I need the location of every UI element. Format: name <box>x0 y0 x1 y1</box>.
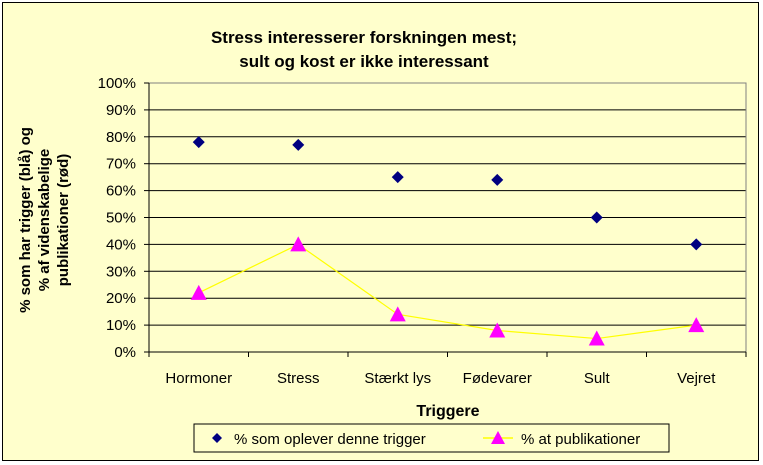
legend-marker-triangle <box>491 431 505 444</box>
y-tick-label: 20% <box>106 290 136 307</box>
y-axis-title: % som har trigger (blå) og % af videnska… <box>17 127 72 313</box>
chart: Stress interesserer forskningen mest; su… <box>17 28 747 453</box>
chart-subtitle: sult og kost er ikke interessant <box>239 52 489 71</box>
data-point-triangle <box>489 322 506 338</box>
legend-marker-diamond <box>212 433 222 443</box>
x-tick-label: Stærkt lys <box>364 370 431 387</box>
y-tick-label: 90% <box>106 102 136 119</box>
data-point-diamond <box>590 211 603 224</box>
data-point-triangle <box>190 284 207 300</box>
y-axis-title-line-2: % af videnskabelige <box>36 149 53 292</box>
y-axis-title-line-3: publikationer (rød) <box>55 154 72 287</box>
data-point-triangle <box>688 317 705 333</box>
y-tick-label: 60% <box>106 183 136 200</box>
y-tick-label: 30% <box>106 263 136 280</box>
chart-title: Stress interesserer forskningen mest; <box>211 28 517 47</box>
y-tick-label: 10% <box>106 317 136 334</box>
data-point-diamond <box>690 238 703 251</box>
data-point-diamond <box>192 136 205 149</box>
data-point-diamond <box>391 171 404 184</box>
x-axis: Hormoner Stress Stærkt lys Fødevarer Sult Vej… <box>148 351 747 387</box>
series-layer <box>190 136 705 346</box>
y-tick-label: 80% <box>106 129 136 146</box>
x-axis-title: Triggere <box>416 403 479 420</box>
data-point-triangle <box>588 330 605 346</box>
data-point-triangle <box>389 306 406 322</box>
y-axis: 0% 10% 20% 30% 40% 50% 60% 70% 80% 90% 100% <box>98 75 150 361</box>
y-tick-label: 40% <box>106 236 136 253</box>
chart-frame: Stress interesserer forskningen mest; su… <box>2 2 759 461</box>
y-tick-label: 70% <box>106 156 136 173</box>
data-point-triangle <box>290 236 307 252</box>
legend-label-1: % at publikationer <box>521 431 640 448</box>
series-line <box>198 243 697 340</box>
x-tick-label: Sult <box>584 370 611 387</box>
y-tick-label: 0% <box>114 344 136 361</box>
data-point-diamond <box>491 173 504 186</box>
x-tick-label: Vejret <box>677 370 716 387</box>
legend-label-0: % som oplever denne trigger <box>234 431 426 448</box>
legend: % som oplever denne trigger % at publika… <box>193 423 670 453</box>
x-tick-label: Stress <box>277 370 320 387</box>
data-point-diamond <box>292 138 305 151</box>
y-tick-label: 100% <box>98 75 136 92</box>
x-tick-label: Hormoner <box>165 370 232 387</box>
y-axis-title-line-1: % som har trigger (blå) og <box>17 127 34 313</box>
legend-box <box>193 423 670 453</box>
x-tick-label: Fødevarer <box>463 370 532 387</box>
y-tick-label: 50% <box>106 210 136 227</box>
gridlines <box>149 82 746 353</box>
